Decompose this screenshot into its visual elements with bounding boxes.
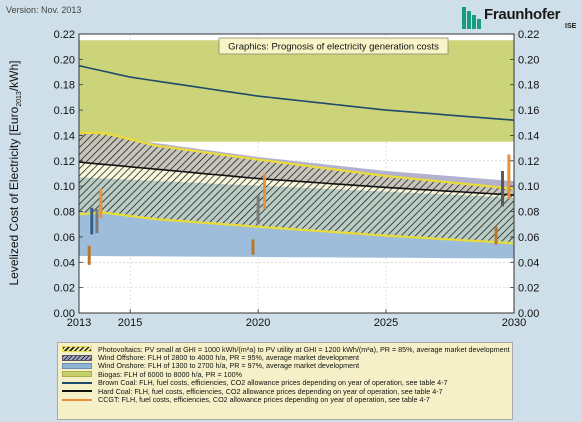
line-hard_curve <box>79 161 514 196</box>
lcoe-chart: 0.00 0.00 0.02 0.02 0.04 0.04 0.06 0.06 0.08 0.08… <box>7 29 540 329</box>
legend-item-brown-coal: Brown Coal: FLH, fuel costs, efficiencie… <box>62 378 512 388</box>
chart-title: Graphics: Prognosis of electricity gener… <box>228 42 439 53</box>
chart-title-box: Graphics: Prognosis of electricity gener… <box>218 37 449 55</box>
legend: Photovoltaics: PV small at GHI = 1000 kW… <box>57 342 513 420</box>
y-axis-label-part-2: /kWh] <box>7 61 21 92</box>
legend-label-biogas: Biogas: FLH of 6000 to 8000 h/a, PR = 10… <box>98 369 243 379</box>
y-tick-label-right: 0.16 <box>518 105 539 117</box>
y-tick-label-left: 0.18 <box>54 80 75 92</box>
range-bar-hard <box>256 195 260 225</box>
y-tick-label-left: 0.02 <box>54 283 75 295</box>
y-tick-label-left: 0.08 <box>54 207 75 219</box>
range-bar-ccgt <box>263 173 267 210</box>
legend-swatch-wind-offshore <box>62 354 92 361</box>
legend-item-wind-offshore: Wind Offshore: FLH of 2800 to 4000 h/a, … <box>62 353 512 363</box>
range-bar-ccgt <box>99 188 103 218</box>
y-tick-label-right: 0.20 <box>518 54 539 66</box>
y-tick-label-right: 0.22 <box>518 29 539 41</box>
legend-item-pv: Photovoltaics: PV small at GHI = 1000 kW… <box>62 344 512 354</box>
range-bar-ccgt <box>87 245 91 265</box>
x-tick-label: 2030 <box>502 317 526 329</box>
y-tick-label-right: 0.12 <box>518 156 539 168</box>
plot-frame <box>78 33 515 314</box>
band-hatch-pv <box>79 132 514 244</box>
y-tick-label-right: 0.10 <box>518 181 539 193</box>
axis-ticks: 0.00 0.00 0.02 0.02 0.04 0.04 0.06 0.06 0.08 0.08… <box>54 29 540 329</box>
x-tick-label: 2013 <box>67 317 91 329</box>
y-axis-label-sub: 2013 <box>16 91 23 107</box>
legend-label-hard-coal: Hard Coal: FLH, fuel costs, efficiencies… <box>98 386 443 396</box>
legend-swatch-wind-onshore <box>62 362 92 369</box>
legend-swatch-hard-coal <box>62 390 92 393</box>
legend-label-wind-onshore: Wind Onshore: FLH of 1300 to 2700 h/a, P… <box>98 361 360 371</box>
y-tick-label-right: 0.18 <box>518 80 539 92</box>
y-tick-label-left: 0.22 <box>54 29 75 41</box>
y-tick-label-right: 0.14 <box>518 130 539 142</box>
y-tick-label-right: 0.04 <box>518 257 539 269</box>
legend-swatch-ccgt <box>62 398 92 401</box>
conventional-ranges <box>87 154 511 265</box>
cost-bands <box>79 40 514 259</box>
legend-item-wind-onshore: Wind Onshore: FLH of 1300 to 2700 h/a, P… <box>62 361 512 371</box>
legend-swatch-brown-coal <box>62 381 92 384</box>
range-bar-hard <box>500 170 504 207</box>
legend-item-hard-coal: Hard Coal: FLH, fuel costs, efficiencies… <box>62 386 512 396</box>
y-tick-label-right: 0.02 <box>518 283 539 295</box>
brand-name: Fraunhofer <box>484 6 561 23</box>
y-tick-label-right: 0.06 <box>518 232 539 244</box>
brand-logo: Fraunhofer ISE <box>462 5 580 35</box>
cost-curves <box>79 64 514 196</box>
legend-label-wind-offshore: Wind Offshore: FLH of 2800 to 4000 h/a, … <box>98 353 359 363</box>
y-axis-label-part-1: Levelized Cost of Electricity [Euro <box>7 106 21 285</box>
y-tick-label-left: 0.10 <box>54 181 75 193</box>
version-label: Version: Nov. 2013 <box>6 5 82 15</box>
band-bio <box>79 40 514 142</box>
band-edge-lower-pv <box>79 211 514 245</box>
legend-label-ccgt: CCGT: FLH, fuel costs, efficiencies, CO2… <box>98 395 430 405</box>
y-axis-label: Levelized Cost of Electricity [Euro2013/… <box>7 61 23 286</box>
range-bar-brown <box>90 207 94 235</box>
y-tick-label-left: 0.00 <box>54 308 75 320</box>
x-tick-label: 2025 <box>374 317 398 329</box>
legend-label-brown-coal: Brown Coal: FLH, fuel costs, efficiencie… <box>98 378 448 388</box>
fraunhofer-logo-icon <box>462 7 481 29</box>
y-tick-label-left: 0.16 <box>54 105 75 117</box>
range-bar-ccgt <box>507 154 511 199</box>
legend-item-biogas: Biogas: FLH of 6000 to 8000 h/a, PR = 10… <box>62 369 512 379</box>
y-tick-label-left: 0.04 <box>54 257 75 269</box>
line-brown_curve <box>79 64 514 121</box>
legend-swatch-biogas <box>62 371 92 378</box>
y-tick-label-left: 0.14 <box>54 130 75 142</box>
range-bar-ccgt <box>251 239 255 255</box>
range-bar-hard <box>95 209 99 234</box>
band-edge-upper-pv <box>79 131 514 190</box>
y-tick-label-left: 0.12 <box>54 156 75 168</box>
y-tick-label-right: 0.00 <box>518 308 539 320</box>
x-tick-label: 2015 <box>118 317 142 329</box>
range-bar-ccgt <box>494 226 498 245</box>
legend-label-pv: Photovoltaics: PV small at GHI = 1000 kW… <box>98 344 510 354</box>
brand-sub: ISE <box>565 23 577 30</box>
y-tick-label-right: 0.08 <box>518 207 539 219</box>
y-tick-label-left: 0.20 <box>54 54 75 66</box>
x-tick-label: 2020 <box>246 317 270 329</box>
legend-item-ccgt: CCGT: FLH, fuel costs, efficiencies, CO2… <box>62 395 512 405</box>
y-tick-label-left: 0.06 <box>54 232 75 244</box>
legend-swatch-pv <box>62 346 92 353</box>
